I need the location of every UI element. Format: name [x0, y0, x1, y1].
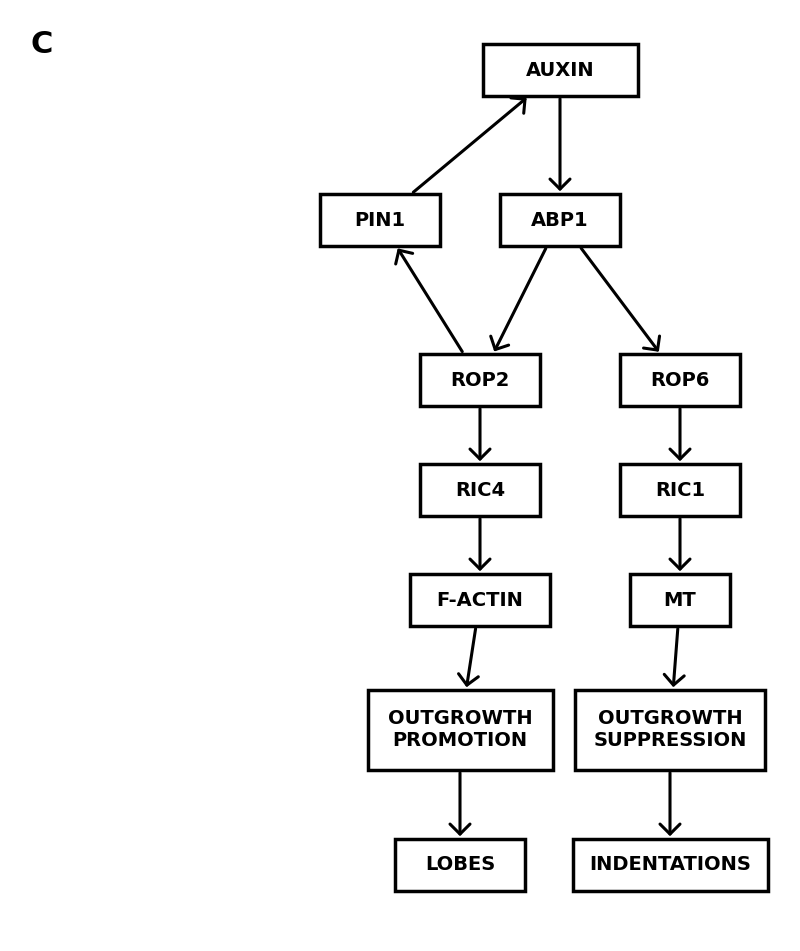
Text: OUTGROWTH
SUPPRESSION: OUTGROWTH SUPPRESSION	[594, 709, 746, 750]
Bar	[420, 354, 540, 406]
Bar	[620, 354, 740, 406]
Bar	[500, 194, 620, 246]
Text: ROP2: ROP2	[450, 371, 510, 390]
Text: LOBES: LOBES	[425, 856, 495, 875]
Text: AUXIN: AUXIN	[526, 61, 594, 80]
Text: MT: MT	[664, 591, 696, 610]
Bar	[630, 574, 730, 626]
Text: ROP6: ROP6	[650, 371, 710, 390]
Text: INDENTATIONS: INDENTATIONS	[589, 856, 751, 875]
Bar	[482, 44, 638, 96]
Text: C: C	[30, 30, 52, 59]
Bar	[367, 690, 553, 770]
Bar	[320, 194, 440, 246]
Bar	[410, 574, 550, 626]
Bar	[395, 839, 525, 891]
Text: F-ACTIN: F-ACTIN	[437, 591, 523, 610]
Text: OUTGROWTH
PROMOTION: OUTGROWTH PROMOTION	[388, 709, 532, 750]
Bar	[620, 464, 740, 516]
Bar	[575, 690, 765, 770]
Bar	[420, 464, 540, 516]
Text: PIN1: PIN1	[354, 210, 406, 229]
Text: RIC4: RIC4	[455, 480, 505, 499]
Text: RIC1: RIC1	[655, 480, 705, 499]
Bar	[573, 839, 767, 891]
Text: ABP1: ABP1	[531, 210, 589, 229]
